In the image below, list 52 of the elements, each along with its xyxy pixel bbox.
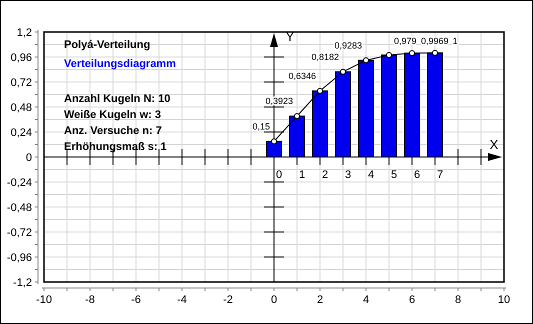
y-tick-label: 0: [26, 152, 32, 164]
x2-tick-label: 3: [344, 169, 352, 181]
x-tick-label: 0: [270, 294, 278, 306]
x2-tick-label: 7: [436, 169, 444, 181]
x-tick-label: 6: [408, 294, 416, 306]
annotation: Weiße Kugeln w: 3: [64, 109, 161, 121]
point: [271, 138, 277, 144]
x-tick-label: -2: [223, 294, 233, 306]
x-tick-label: -8: [85, 294, 95, 306]
x-axis-title: X: [490, 137, 499, 152]
data-label: 0,6346: [288, 70, 316, 81]
x2-tick-label: 0: [276, 169, 282, 181]
point: [432, 50, 438, 56]
y-tick-label: 0,48: [10, 102, 32, 114]
data-label: 0,9283: [334, 40, 362, 50]
data-label: 1: [452, 36, 458, 46]
data-label: 0,15: [252, 121, 270, 132]
point: [386, 52, 392, 58]
x-tick-label: 2: [316, 294, 324, 306]
x2-tick-label: 6: [414, 169, 420, 181]
annotation: Anz. Versuche n: 7: [64, 125, 162, 137]
x2-tick-label: 4: [368, 169, 374, 181]
y-tick-label: -0,96: [6, 252, 32, 264]
y-tick-label: -1,2: [13, 277, 32, 289]
annotation: Erhöhungsmaß s: 1: [64, 141, 167, 153]
x2-tick-label: 2: [322, 169, 328, 181]
text: Polyá-Verteilung: [64, 39, 150, 51]
y-tick-label: 0,72: [10, 77, 32, 89]
annotation: Anzahl Kugeln N: 10: [64, 93, 170, 105]
y-tick-label: -0,24: [6, 177, 32, 189]
point: [294, 113, 300, 120]
text: Verteilungsdiagramm: [64, 58, 176, 70]
data-label: 0,979: [394, 36, 417, 46]
x2-tick-label: 1: [298, 169, 306, 181]
x-tick-label: -10: [36, 294, 52, 306]
point: [363, 57, 369, 64]
point: [317, 88, 323, 94]
x-tick-label: 8: [454, 294, 462, 306]
x-tick-label: 10: [498, 294, 510, 306]
y-tick-label: 0,24: [10, 127, 32, 139]
y-tick-label: 1,2: [16, 27, 32, 39]
data-label: 0,9969: [421, 36, 449, 46]
x-tick-label: -4: [177, 294, 187, 306]
point: [409, 50, 415, 56]
point: [340, 68, 346, 75]
y-tick-label: -0,72: [6, 227, 32, 239]
y-tick-label: 0,96: [10, 52, 32, 64]
y-tick-label: -0,48: [6, 202, 32, 214]
x-tick-label: 4: [362, 294, 370, 306]
data-label: 0,8182: [311, 52, 339, 62]
x-tick-label: -6: [131, 294, 141, 306]
x2-tick-label: 5: [390, 169, 398, 181]
